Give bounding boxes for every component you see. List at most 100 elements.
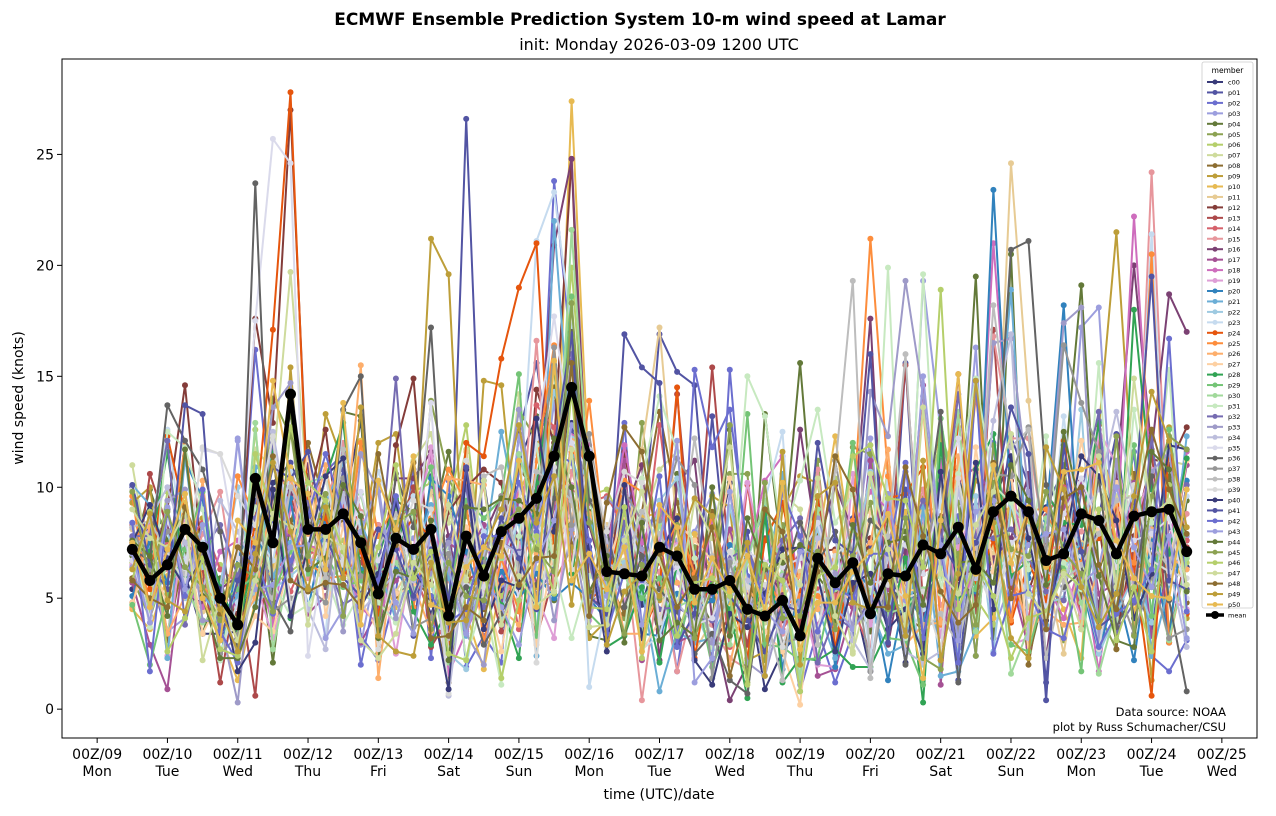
legend-label-p16: p16 <box>1228 246 1240 254</box>
legend-label-p18: p18 <box>1228 267 1240 275</box>
member-point-p44 <box>621 639 628 646</box>
member-point-p26 <box>1060 621 1067 628</box>
member-point-p26 <box>885 446 891 453</box>
legend-marker-p20 <box>1212 288 1218 294</box>
member-point-p44 <box>357 513 364 520</box>
x-tick-day: Tue <box>154 764 179 780</box>
member-point-p47 <box>797 581 804 588</box>
member-point-p46 <box>1025 615 1032 622</box>
member-point-p50 <box>1060 468 1067 475</box>
member-point-p02 <box>428 655 434 662</box>
member-point-p29 <box>129 601 136 608</box>
member-point-p50 <box>1131 575 1137 582</box>
legend-marker-p08 <box>1212 163 1218 169</box>
member-point-p26 <box>674 579 681 586</box>
member-point-p49 <box>937 657 944 664</box>
legend-marker-p06 <box>1212 142 1218 148</box>
member-point-p44 <box>428 517 434 524</box>
member-point-p34 <box>990 417 997 424</box>
member-point-p15 <box>638 697 645 704</box>
member-point-p09 <box>1113 229 1120 236</box>
member-point-p43 <box>551 517 558 524</box>
member-point-p35 <box>709 615 716 622</box>
member-point-p41 <box>234 577 241 584</box>
member-point-p42 <box>674 644 681 650</box>
member-point-p14 <box>533 402 540 409</box>
y-tick-label: 5 <box>45 591 54 607</box>
mean-point <box>232 619 244 631</box>
member-point-p47 <box>463 577 470 584</box>
member-point-p31 <box>744 373 751 380</box>
member-point-p48 <box>551 553 558 559</box>
legend-label-p33: p33 <box>1228 423 1240 431</box>
member-point-p05 <box>726 470 733 477</box>
member-point-p43 <box>1183 635 1190 642</box>
legend-marker-p39 <box>1212 487 1218 493</box>
mean-point <box>812 552 824 564</box>
member-point-p41 <box>375 526 382 533</box>
member-point-p44 <box>340 482 347 488</box>
member-point-p46 <box>867 442 874 449</box>
member-point-p43 <box>568 422 575 429</box>
member-point-p49 <box>287 528 294 535</box>
mean-point <box>495 526 507 538</box>
member-point-p29 <box>638 595 645 602</box>
member-point-p50 <box>867 548 874 555</box>
member-point-p29 <box>1078 668 1085 675</box>
legend-label-p21: p21 <box>1228 298 1240 306</box>
member-point-p34 <box>217 497 224 504</box>
member-point-p45 <box>182 564 188 571</box>
member-point-p04 <box>972 273 979 280</box>
legend-marker-p02 <box>1212 100 1218 106</box>
mean-point <box>970 563 982 575</box>
member-point-p44 <box>551 435 558 442</box>
member-point-p36 <box>182 437 188 444</box>
legend: member c00 p01 p02 p03 p04 p05 p06 p07 p08 p09 p10… <box>1201 61 1254 619</box>
member-point-p45 <box>463 593 470 599</box>
legend-label-p19: p19 <box>1228 277 1240 285</box>
member-point-p43 <box>638 621 645 628</box>
member-point-p40 <box>1025 535 1032 542</box>
member-point-p32 <box>814 659 821 666</box>
member-point-p41 <box>972 539 979 546</box>
member-point-p49 <box>533 519 540 526</box>
legend-marker-p50 <box>1212 602 1218 607</box>
legend-marker-p11 <box>1212 194 1218 200</box>
member-point-p16 <box>726 697 733 704</box>
member-point-p41 <box>199 411 206 417</box>
member-point-p10 <box>832 433 839 440</box>
member-point-p22 <box>1095 650 1102 657</box>
member-point-p49 <box>1060 486 1067 493</box>
member-point-p36 <box>199 466 206 473</box>
member-point-p39 <box>779 644 786 650</box>
mean-point <box>144 575 156 586</box>
member-point-p34 <box>1113 408 1120 415</box>
member-point-p42 <box>797 533 804 540</box>
member-point-p50 <box>1095 459 1102 466</box>
member-point-p10 <box>480 666 487 673</box>
member-point-p33 <box>568 526 575 533</box>
member-point-p47 <box>392 630 399 637</box>
legend-label-p03: p03 <box>1228 110 1240 118</box>
x-tick-day: Wed <box>1207 764 1238 780</box>
mean-point <box>302 523 314 535</box>
legend-marker-p41 <box>1212 507 1218 513</box>
member-point-p46 <box>1008 655 1014 662</box>
member-point-p01 <box>674 368 681 375</box>
legend-marker-p19 <box>1212 278 1218 284</box>
member-point-p46 <box>603 606 610 613</box>
member-point-p30 <box>972 628 979 635</box>
member-point-p39 <box>533 659 540 666</box>
legend-marker-p31 <box>1212 403 1218 409</box>
member-point-p12 <box>182 382 188 389</box>
member-point-p33 <box>392 615 399 622</box>
member-point-p43 <box>515 641 522 648</box>
member-point-p42 <box>586 537 593 544</box>
member-point-p15 <box>814 466 821 473</box>
member-point-p39 <box>428 506 434 513</box>
member-point-p38 <box>340 446 347 453</box>
member-point-p50 <box>480 544 487 551</box>
member-point-p06 <box>463 422 470 429</box>
member-point-p43 <box>287 544 294 551</box>
member-point-p43 <box>1131 544 1137 551</box>
